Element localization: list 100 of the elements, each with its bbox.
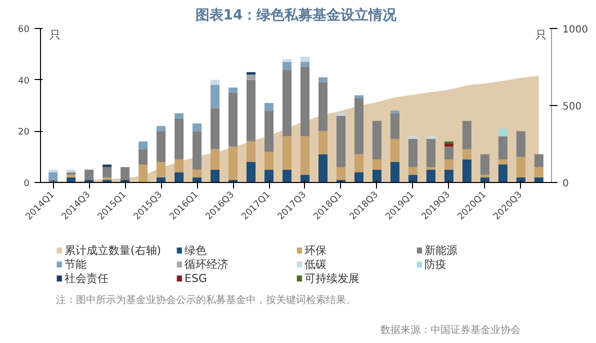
bar (300, 67, 310, 136)
bar (174, 172, 184, 182)
bar (372, 159, 382, 170)
bar (48, 172, 58, 180)
bar (336, 113, 346, 116)
bar (462, 120, 472, 150)
bar (246, 74, 256, 80)
bar (444, 170, 454, 182)
bar (210, 84, 220, 108)
bar (282, 70, 292, 136)
bar (444, 159, 454, 170)
bar (192, 170, 202, 178)
bar (426, 136, 436, 139)
y-axis-title: 只 (49, 28, 60, 42)
bar (390, 113, 400, 139)
text: 注：图中所示为基金业协会公示的私募基金中，按关键词检索结果。 (56, 294, 356, 306)
bar (192, 131, 202, 170)
bar (192, 123, 202, 132)
bar (246, 72, 256, 75)
bar (264, 170, 274, 182)
bar (498, 128, 508, 136)
legend-label: ESG (184, 272, 208, 285)
bar (210, 80, 220, 85)
bar (408, 138, 418, 168)
bar (246, 162, 256, 182)
bar (408, 167, 418, 175)
legend-label: 环保 (304, 244, 327, 257)
bar (498, 159, 508, 165)
bar (372, 170, 382, 182)
bar (282, 62, 292, 70)
y-tick-label: 0 (24, 179, 30, 189)
bar (300, 62, 310, 67)
bar (318, 82, 328, 132)
bar (264, 152, 274, 170)
bar (174, 118, 184, 160)
bar (282, 136, 292, 170)
y2-axis-title: 只 (535, 28, 546, 42)
bar (264, 110, 274, 152)
bar (210, 108, 220, 150)
bar (354, 154, 364, 172)
chart-title: 图表14：绿色私募基金设立情况 (195, 6, 398, 24)
source-note: 数据来源：中国证券基金业协会 (380, 324, 521, 336)
bar (264, 102, 274, 111)
bar (282, 59, 292, 62)
bar (444, 141, 454, 144)
bar (426, 170, 436, 182)
bar (426, 167, 436, 170)
bar (228, 88, 238, 93)
y-tick-label: 20 (18, 128, 30, 138)
legend-label: 新能源 (424, 244, 458, 257)
bar (444, 146, 454, 160)
bar (210, 149, 220, 170)
bar (102, 167, 112, 178)
bar (66, 170, 76, 172)
bar (498, 164, 508, 182)
bar (246, 80, 256, 142)
bar (66, 172, 76, 175)
bar (84, 170, 94, 180)
y2-tick-label: 0 (562, 178, 569, 190)
bar (174, 159, 184, 172)
bar (354, 95, 364, 98)
bar (498, 136, 508, 160)
bar (390, 138, 400, 162)
legend-label: 循环经济 (184, 258, 229, 271)
bar (318, 154, 328, 182)
bar (228, 92, 238, 147)
bar (210, 170, 220, 182)
bar (138, 141, 148, 150)
legend-label: 节能 (64, 258, 87, 271)
legend-label: 可持续发展 (304, 272, 360, 285)
bar (336, 167, 346, 180)
legend-label: 累计成立数量(右轴) (64, 244, 162, 257)
bar (318, 77, 328, 82)
bar (102, 177, 112, 180)
bar (138, 164, 148, 182)
bar (354, 172, 364, 182)
bar (462, 149, 472, 160)
bar (480, 154, 490, 175)
y-tick-label: 60 (18, 25, 30, 35)
y2-tick-label: 500 (562, 102, 582, 112)
bar (336, 116, 346, 168)
legend-label: 绿色 (184, 244, 207, 257)
bar (390, 162, 400, 182)
bar (174, 113, 184, 118)
legend-label: 社会责任 (64, 272, 109, 285)
bar (444, 144, 454, 147)
bar (246, 141, 256, 162)
bar (120, 167, 130, 180)
bar (390, 110, 400, 114)
bar (156, 131, 166, 162)
bar (102, 164, 112, 168)
bar (156, 162, 166, 178)
bar (156, 126, 166, 132)
bar (426, 138, 436, 168)
bar (66, 174, 76, 178)
bar (48, 170, 58, 172)
y-tick-label: 40 (18, 76, 30, 86)
bar (534, 167, 544, 178)
bar (300, 136, 310, 175)
legend-label: 防疫 (424, 258, 447, 271)
